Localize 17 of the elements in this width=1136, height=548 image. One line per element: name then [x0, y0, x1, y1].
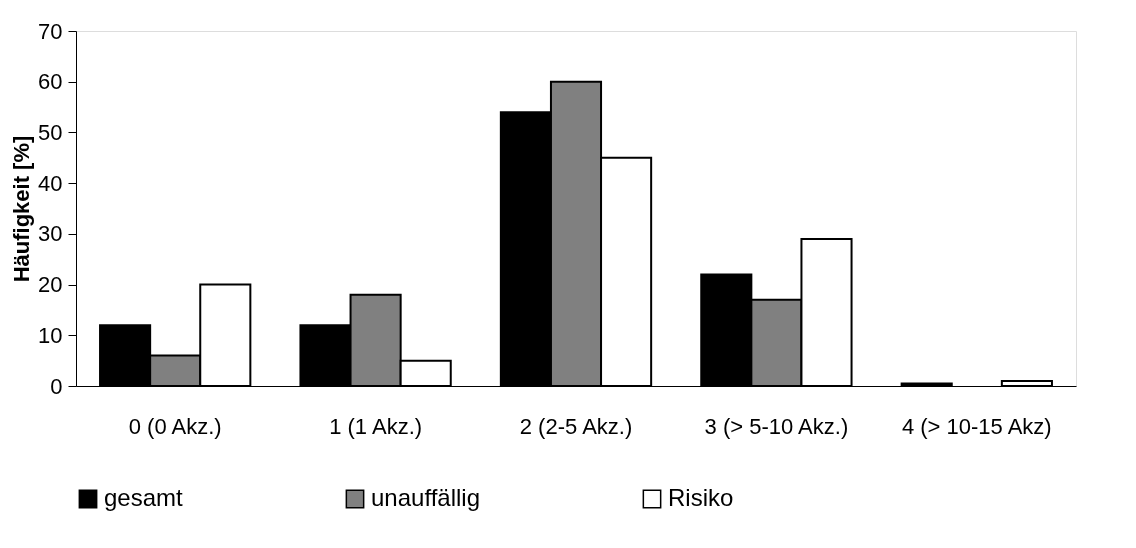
x-tick-label: 1 (1 Akz.): [329, 413, 423, 439]
y-tick-label: 40: [38, 170, 63, 196]
y-tick-label: 20: [38, 272, 63, 298]
y-tick-label: 60: [38, 69, 63, 95]
y-tick-label: 0: [50, 373, 63, 399]
y-axis-title: Häufigkeit [%]: [9, 135, 35, 283]
y-tick-label: 30: [38, 221, 63, 247]
legend-label: unauffällig: [371, 484, 480, 511]
x-tick-label: 3 (> 5-10 Akz.): [704, 413, 849, 439]
x-tick-label: 0 (0 Akz.): [128, 413, 222, 439]
x-tick-label: 2 (2-5 Akz.): [519, 413, 633, 439]
legend-label: Risiko: [668, 484, 734, 511]
legend-label: gesamt: [104, 484, 184, 511]
x-tick-label: 4 (> 10-15 Akz): [901, 413, 1052, 439]
y-tick-label: 50: [38, 119, 63, 145]
y-tick-label: 10: [38, 322, 63, 348]
y-tick-label: 70: [38, 18, 63, 44]
